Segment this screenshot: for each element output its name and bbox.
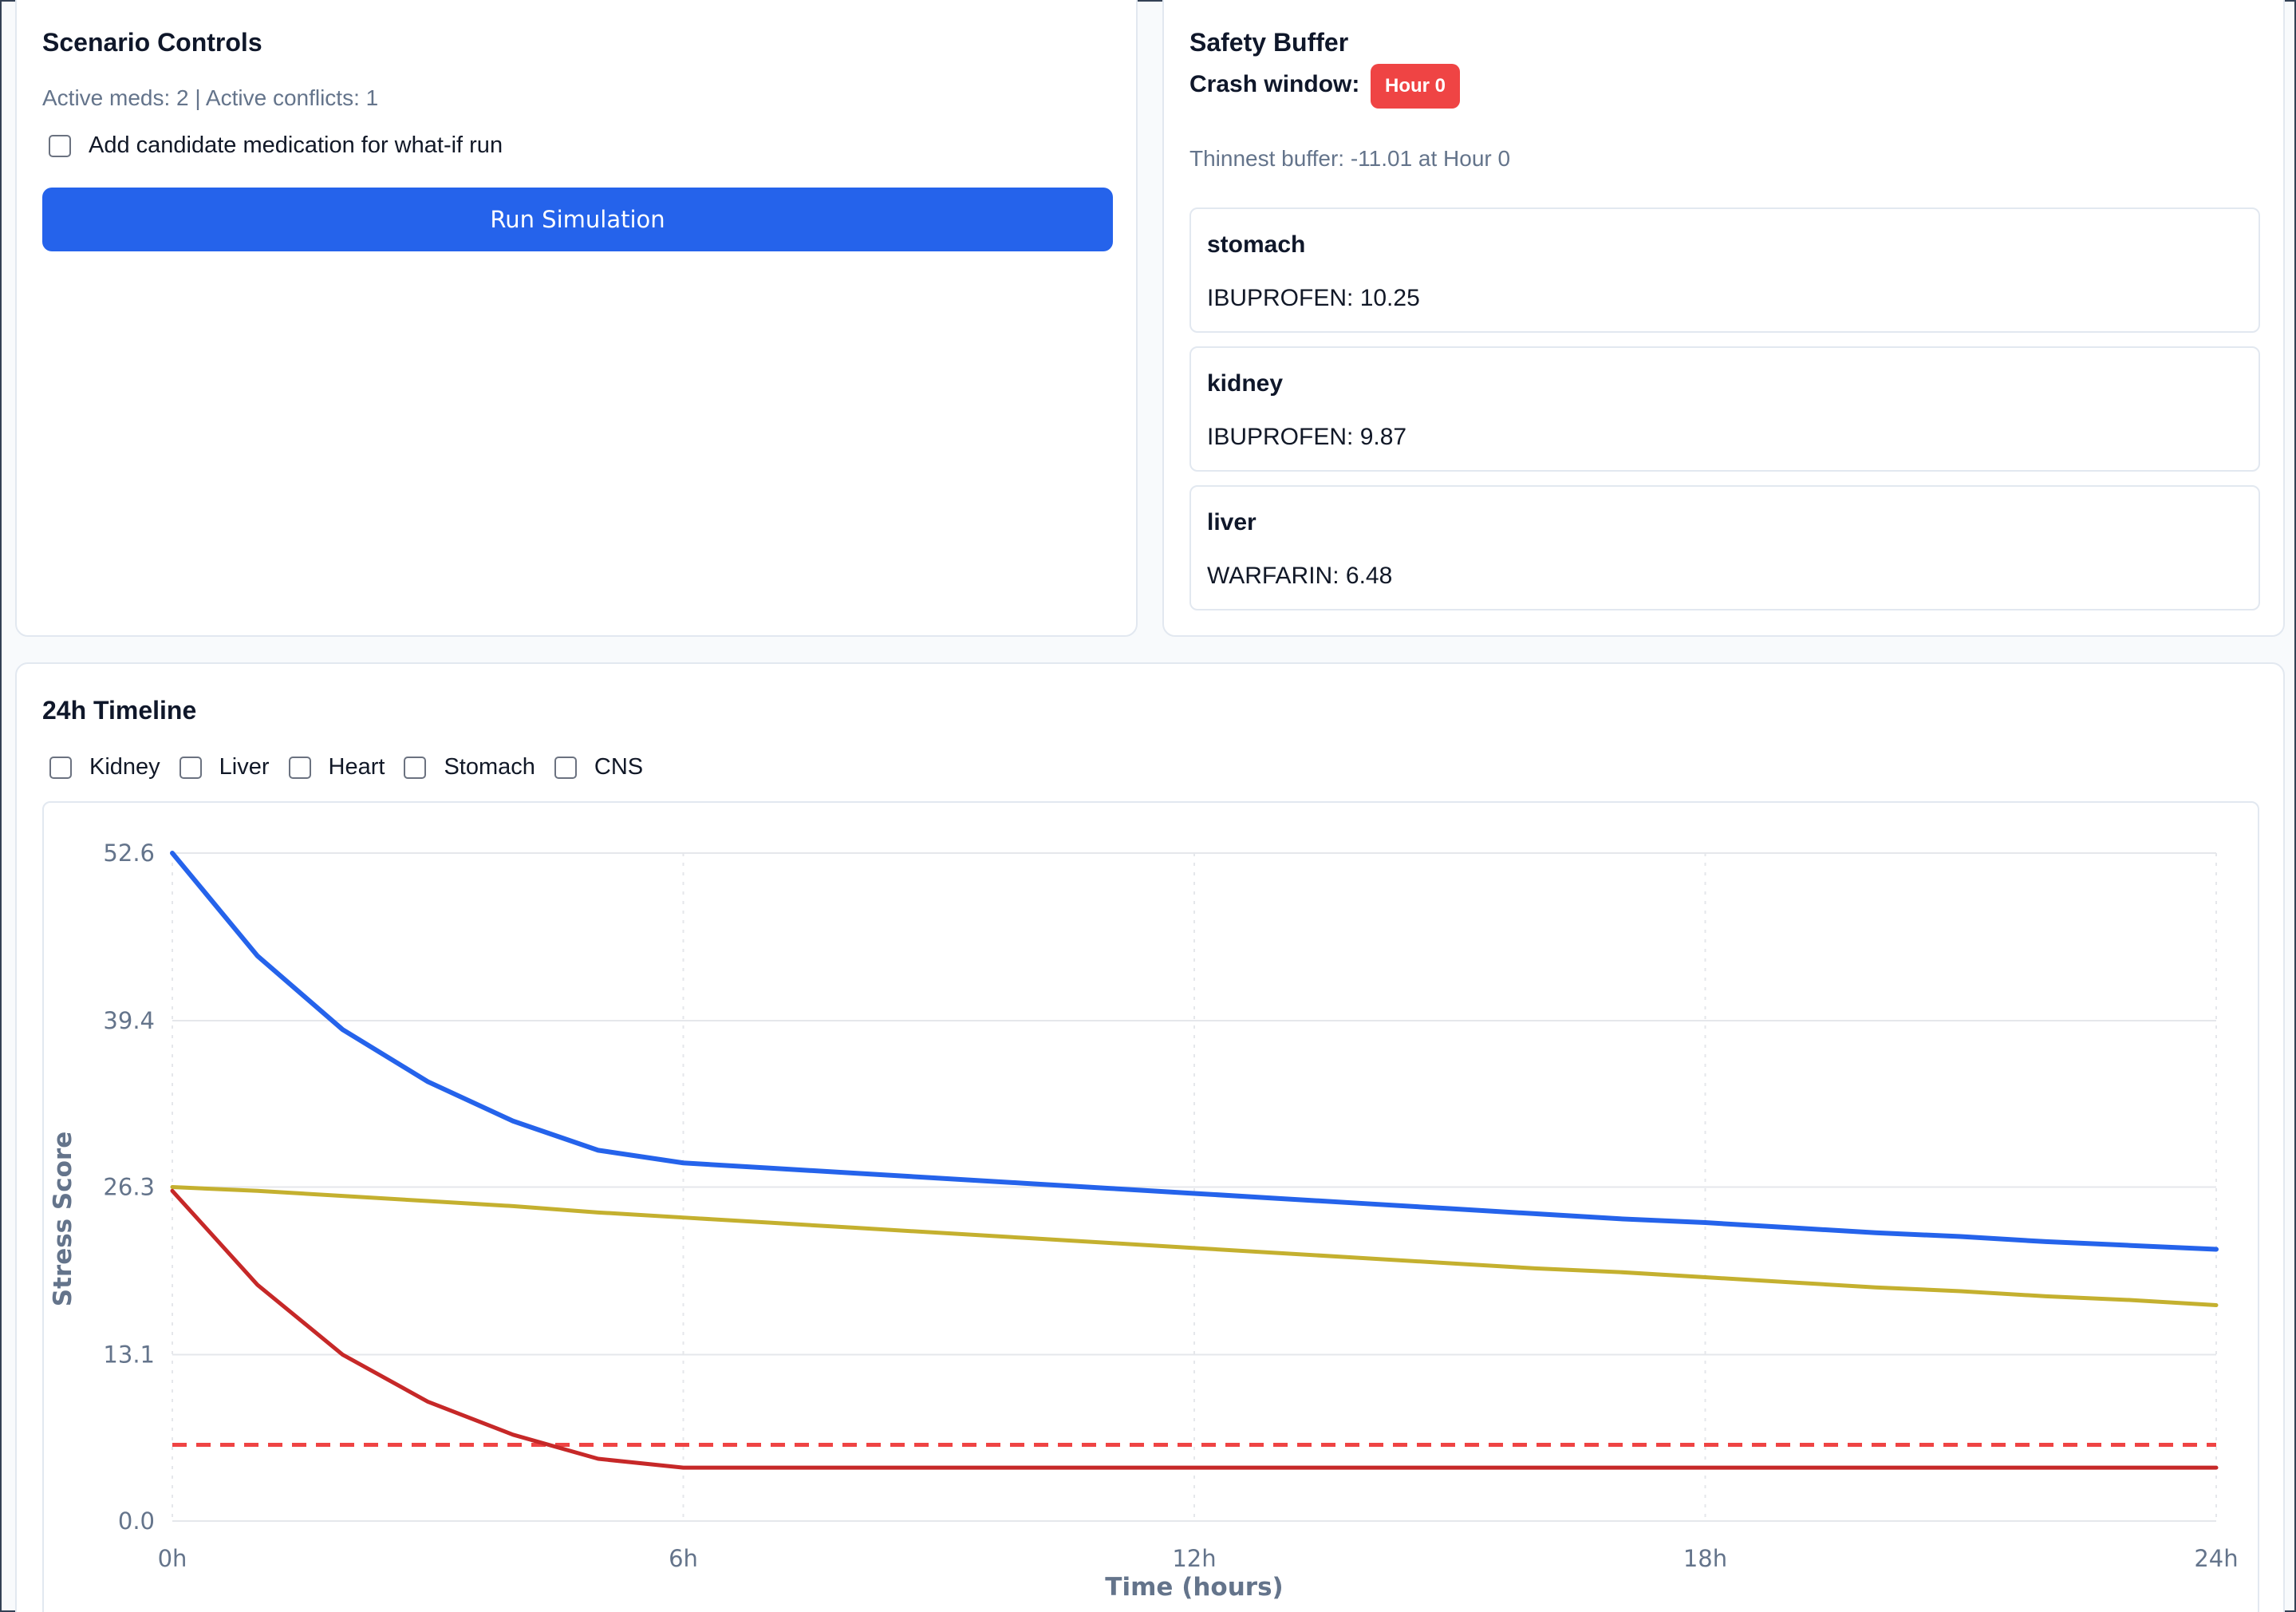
organ-value: WARFARIN: 6.48 <box>1207 563 1393 589</box>
candidate-medication-label: Add candidate medication for what-if run <box>89 132 503 158</box>
candidate-medication-checkbox[interactable] <box>49 134 71 157</box>
organ-name: stomach <box>1207 231 1306 258</box>
toggle-stomach[interactable]: Stomach <box>404 754 535 780</box>
y-tick-label: 52.6 <box>103 840 155 867</box>
x-tick-label: 6h <box>669 1545 698 1572</box>
toggle-label: Liver <box>219 754 270 780</box>
grid-layer <box>172 852 2217 1522</box>
toggle-kidney[interactable]: Kidney <box>49 754 160 780</box>
toggle-liver[interactable]: Liver <box>179 754 270 780</box>
stress-timeline-chart: 0.0 13.1 26.3 39.4 52.6 0h 6h 12h 18h 24h Time (h… <box>42 801 2259 1612</box>
toggle-label: Stomach <box>444 754 535 780</box>
y-tick-label: 0.0 <box>118 1507 155 1535</box>
organ-value: IBUPROFEN: 9.87 <box>1207 424 1407 450</box>
y-tick-label: 39.4 <box>103 1007 155 1034</box>
x-tick-label: 24h <box>2194 1545 2238 1572</box>
scenario-controls-panel: Scenario Controls Active meds: 2 | Activ… <box>15 0 1138 637</box>
toggle-label: CNS <box>594 754 644 780</box>
series-layer <box>170 851 2219 1470</box>
safety-title: Safety Buffer <box>1189 28 1349 57</box>
heart-checkbox[interactable] <box>288 756 311 779</box>
toggle-label: Heart <box>328 754 385 780</box>
series-line-3 <box>170 1188 2219 1470</box>
x-tick-label: 12h <box>1172 1545 1216 1572</box>
organ-name: kidney <box>1207 370 1284 397</box>
y-axis-title: Stress Score <box>49 1132 77 1306</box>
cns-checkbox[interactable] <box>554 756 577 779</box>
series-line-1 <box>170 851 2219 1252</box>
toggle-heart[interactable]: Heart <box>288 754 385 780</box>
scenario-summary: Active meds: 2 | Active conflicts: 1 <box>42 85 379 110</box>
organ-name: liver <box>1207 509 1256 535</box>
toggle-cns[interactable]: CNS <box>554 754 643 780</box>
x-axis-title: Time (hours) <box>1105 1573 1283 1602</box>
liver-checkbox[interactable] <box>179 756 202 779</box>
x-tick-label: 0h <box>158 1545 187 1572</box>
chart-svg: 0.0 13.1 26.3 39.4 52.6 0h 6h 12h 18h 24h Time (h… <box>49 840 2239 1602</box>
organ-card-kidney: kidney IBUPROFEN: 9.87 <box>1189 346 2260 472</box>
x-tick-label: 18h <box>1683 1545 1727 1572</box>
timeline-panel: 24h Timeline Kidney Liver Heart Stomach … <box>15 662 2285 1612</box>
safety-buffer-panel: Safety Buffer Crash window: Hour 0 Thinn… <box>1162 0 2285 637</box>
candidate-medication-toggle[interactable]: Add candidate medication for what-if run <box>49 132 503 159</box>
timeline-title: 24h Timeline <box>42 696 197 725</box>
organ-filter-toggles: Kidney Liver Heart Stomach CNS <box>49 754 662 780</box>
stomach-checkbox[interactable] <box>404 756 427 779</box>
run-simulation-button[interactable]: Run Simulation <box>42 188 1113 251</box>
organ-card-liver: liver WARFARIN: 6.48 <box>1189 485 2260 610</box>
toggle-label: Kidney <box>89 754 160 780</box>
organ-card-stomach: stomach IBUPROFEN: 10.25 <box>1189 207 2260 333</box>
series-line-2 <box>170 1185 2219 1307</box>
organ-value: IBUPROFEN: 10.25 <box>1207 285 1420 311</box>
y-tick-label: 26.3 <box>103 1174 155 1201</box>
crash-window-label: Crash window: <box>1189 71 1360 97</box>
thinnest-buffer-text: Thinnest buffer: -11.01 at Hour 0 <box>1189 146 1511 171</box>
crash-window-badge: Hour 0 <box>1371 64 1460 109</box>
scenario-title: Scenario Controls <box>42 28 262 57</box>
tick-layer: 0.0 13.1 26.3 39.4 52.6 0h 6h 12h 18h 24h <box>103 840 2238 1572</box>
kidney-checkbox[interactable] <box>49 756 72 779</box>
y-tick-label: 13.1 <box>103 1341 155 1369</box>
